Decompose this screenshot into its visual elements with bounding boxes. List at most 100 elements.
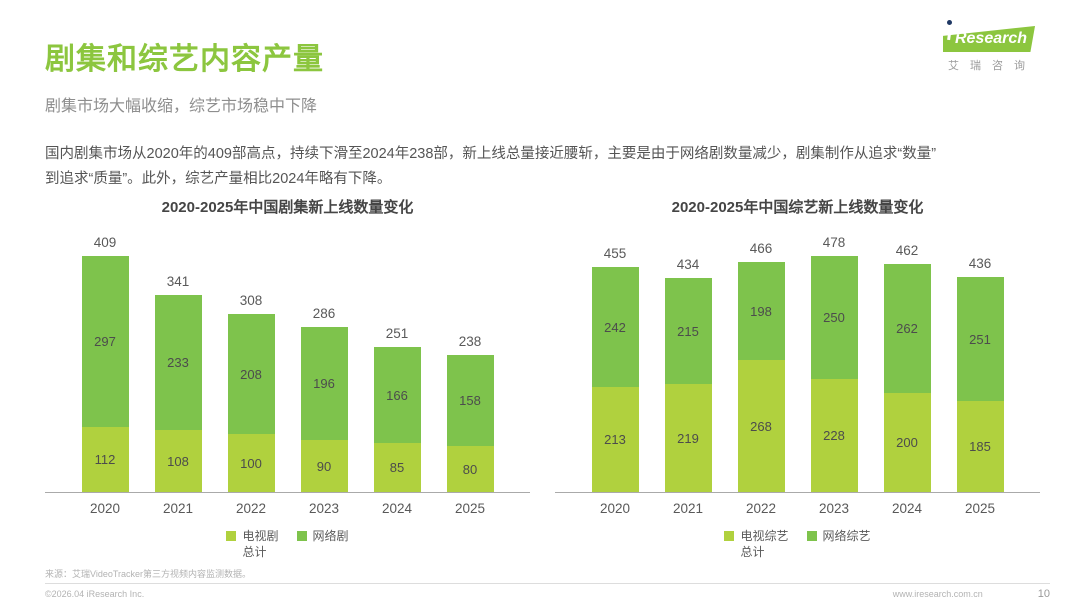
total-label-2025: 436	[968, 256, 992, 271]
segment-电视综艺总计: 228	[810, 379, 858, 492]
segment-电视综艺总计: 185	[956, 401, 1004, 492]
chart-plot-variety: 455 242 213 434 215 219 466 198 268 478 250 228 462 2…	[555, 229, 1040, 493]
bar-2022: 466 198 268	[737, 241, 785, 492]
logo-chinese-name: 艾瑞咨询	[948, 60, 1036, 72]
total-label-2020: 455	[603, 246, 627, 261]
bar-stack-2022: 208 100	[227, 314, 275, 492]
segment-网络综艺: 250	[810, 256, 858, 379]
segment-网络剧: 208	[227, 314, 275, 434]
logo-band-text: Research	[942, 26, 1036, 52]
bar-stack-2023: 196 90	[300, 327, 348, 492]
segment-电视综艺总计: 219	[664, 384, 712, 492]
legend-swatch-icon	[724, 531, 735, 541]
bar-stack-2025: 251 185	[956, 277, 1004, 492]
x-label-2022: 2022	[235, 501, 267, 516]
bar-2025: 436 251 185	[956, 256, 1004, 492]
logo-i-icon	[945, 20, 953, 41]
total-label-2022: 466	[749, 241, 773, 256]
total-label-2023: 478	[822, 235, 846, 250]
chart-legend-dramas: 电视剧 总计 网络剧	[45, 528, 530, 560]
chart-variety: 2020-2025年中国综艺新上线数量变化 455 242 213 434 215 219…	[555, 196, 1040, 560]
total-label-2021: 434	[676, 257, 700, 272]
legend-swatch-icon	[296, 531, 307, 541]
legend-item-网络综艺: 网络综艺	[806, 528, 871, 560]
total-label-2023: 286	[312, 306, 336, 321]
body-line-1: 国内剧集市场从2020年的409部高点，持续下滑至2024年238部，新上线总量…	[45, 146, 937, 162]
bar-stack-2021: 215 219	[664, 278, 712, 492]
page-title: 剧集和综艺内容产量	[45, 43, 324, 76]
x-label-2023: 2023	[308, 501, 340, 516]
footer-row: ©2026.04 iResearch Inc. www.iresearch.co…	[45, 588, 1050, 600]
segment-网络综艺: 251	[956, 277, 1004, 401]
bar-2021: 341 233 108	[154, 274, 202, 492]
chart-title-variety: 2020-2025年中国综艺新上线数量变化	[671, 199, 924, 216]
legend-item-电视综艺总计: 电视综艺 总计	[724, 528, 789, 560]
logo-i-stem	[947, 26, 952, 41]
bar-2023: 478 250 228	[810, 235, 858, 492]
chart-xaxis-dramas: 2020 2021 2022 2023 2024 2025	[45, 501, 530, 516]
bar-stack-2021: 233 108	[154, 295, 202, 492]
chart-xaxis-variety: 2020 2021 2022 2023 2024 2025	[555, 501, 1040, 516]
legend-swatch-icon	[806, 531, 817, 541]
segment-电视综艺总计: 268	[737, 360, 785, 492]
segment-电视综艺总计: 213	[591, 387, 639, 492]
source-note: 来源：艾瑞VideoTracker第三方视频内容监测数据。	[45, 569, 252, 579]
segment-电视综艺总计: 200	[883, 393, 931, 492]
legend-label: 网络剧	[312, 529, 349, 543]
bar-stack-2023: 250 228	[810, 256, 858, 492]
page-subtitle: 剧集市场大幅收缩，综艺市场稳中下降	[45, 98, 318, 115]
total-label-2024: 251	[385, 326, 409, 341]
bar-2024: 462 262 200	[883, 243, 931, 492]
segment-电视剧总计: 90	[300, 440, 348, 492]
body-line-2: 到追求“质量”。此外，综艺产量相比2024年略有下降。	[45, 171, 392, 187]
legend-swatch-icon	[226, 531, 237, 541]
bar-stack-2024: 262 200	[883, 264, 931, 492]
bar-stack-2020: 297 112	[81, 256, 129, 492]
bar-2024: 251 166 85	[373, 326, 421, 492]
iresearch-logo: Research 艾瑞咨询	[930, 20, 1048, 73]
logo-i-dot	[946, 20, 952, 25]
total-label-2021: 341	[166, 274, 190, 289]
x-label-2024: 2024	[891, 501, 923, 516]
segment-网络综艺: 262	[883, 264, 931, 393]
bar-2023: 286 196 90	[300, 306, 348, 492]
chart-legend-variety: 电视综艺 总计 网络综艺	[555, 528, 1040, 560]
total-label-2024: 462	[895, 243, 919, 258]
segment-网络综艺: 242	[591, 267, 639, 387]
bar-2025: 238 158 80	[446, 334, 494, 492]
footer-copyright: ©2026.04 iResearch Inc.	[45, 589, 145, 599]
x-label-2025: 2025	[964, 501, 996, 516]
x-label-2021: 2021	[162, 501, 194, 516]
segment-网络综艺: 198	[737, 262, 785, 360]
bar-stack-2024: 166 85	[373, 347, 421, 492]
bar-stack-2022: 198 268	[737, 262, 785, 492]
segment-网络剧: 166	[373, 347, 421, 443]
chart-title-dramas: 2020-2025年中国剧集新上线数量变化	[161, 199, 414, 216]
total-label-2020: 409	[93, 235, 117, 250]
legend-item-电视剧总计: 电视剧 总计	[226, 528, 279, 560]
footer-website: www.iresearch.com.cn	[892, 589, 983, 599]
bar-2020: 455 242 213	[591, 246, 639, 492]
bar-2021: 434 215 219	[664, 257, 712, 492]
x-label-2020: 2020	[599, 501, 631, 516]
bar-2020: 409 297 112	[81, 235, 129, 492]
bar-stack-2020: 242 213	[591, 267, 639, 492]
segment-电视剧总计: 112	[81, 427, 129, 492]
legend-label: 电视综艺 总计	[740, 529, 789, 560]
segment-网络综艺: 215	[664, 278, 712, 384]
segment-网络剧: 297	[81, 256, 129, 427]
body-paragraph: 国内剧集市场从2020年的409部高点，持续下滑至2024年238部，新上线总量…	[45, 142, 1045, 192]
segment-电视剧总计: 80	[446, 446, 494, 492]
x-label-2020: 2020	[89, 501, 121, 516]
x-label-2022: 2022	[745, 501, 777, 516]
footer-divider	[45, 583, 1050, 584]
segment-网络剧: 158	[446, 355, 494, 446]
total-label-2022: 308	[239, 293, 263, 308]
segment-网络剧: 196	[300, 327, 348, 440]
total-label-2025: 238	[458, 334, 482, 349]
charts-row: 2020-2025年中国剧集新上线数量变化 409 297 112 341 233 108…	[45, 196, 1040, 560]
segment-电视剧总计: 85	[373, 443, 421, 492]
header: 剧集和综艺内容产量 剧集市场大幅收缩，综艺市场稳中下降 Research 艾瑞咨…	[45, 20, 1050, 116]
segment-电视剧总计: 108	[154, 430, 202, 492]
